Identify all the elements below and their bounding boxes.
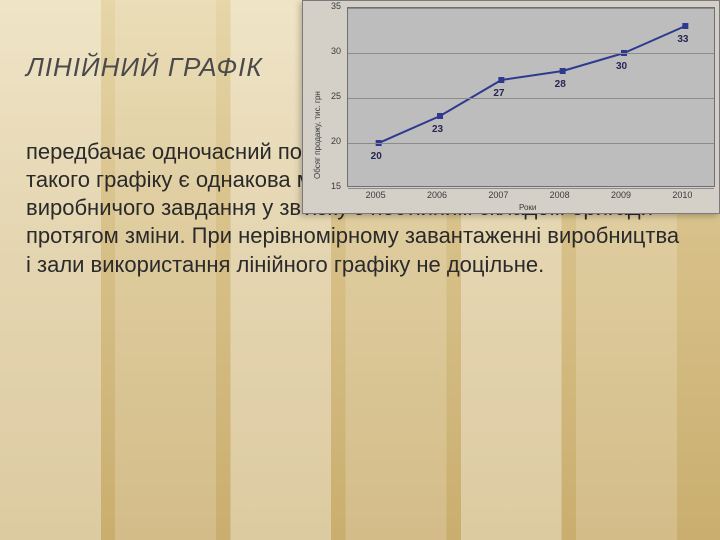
chart-marker (560, 68, 566, 74)
chart-x-tick: 2007 (488, 190, 508, 200)
chart-y-tick: 25 (331, 91, 341, 101)
chart-marker (682, 23, 688, 29)
chart-plot-area: 20 23 27 28 30 33 (347, 7, 715, 187)
chart-gridline (348, 98, 714, 99)
chart-data-label: 27 (493, 88, 504, 99)
chart-gridline (348, 8, 714, 9)
chart-marker (498, 77, 504, 83)
chart-x-tick: 2006 (427, 190, 447, 200)
chart-data-label: 30 (616, 61, 627, 72)
chart-gridline (348, 143, 714, 144)
chart-card: Обсяг продажу, тис. грн Роки 20 23 27 28 30 3… (302, 0, 720, 214)
chart-x-axis-label: Роки (519, 203, 536, 212)
chart-y-tick: 15 (331, 181, 341, 191)
slide-title: ЛІНІЙНИЙ ГРАФІК (26, 52, 263, 83)
chart-line-svg (348, 8, 714, 186)
chart-x-tick: 2008 (550, 190, 570, 200)
chart-series-line (379, 26, 686, 143)
chart-y-axis-label: Обсяг продажу, тис. грн (313, 91, 322, 179)
chart-y-tick: 35 (331, 1, 341, 11)
slide: ЛІНІЙНИЙ ГРАФІК передбачає одночасний по… (0, 0, 720, 540)
chart-x-tick: 2010 (672, 190, 692, 200)
chart-data-label: 28 (555, 79, 566, 90)
chart-data-label: 23 (432, 124, 443, 135)
chart-marker (437, 113, 443, 119)
chart-y-tick: 20 (331, 136, 341, 146)
chart-data-label: 33 (677, 34, 688, 45)
chart-x-tick: 2009 (611, 190, 631, 200)
chart-gridline (348, 188, 714, 189)
chart-y-tick: 30 (331, 46, 341, 56)
chart-data-label: 20 (371, 151, 382, 162)
chart-gridline (348, 53, 714, 54)
chart-x-tick: 2005 (366, 190, 386, 200)
